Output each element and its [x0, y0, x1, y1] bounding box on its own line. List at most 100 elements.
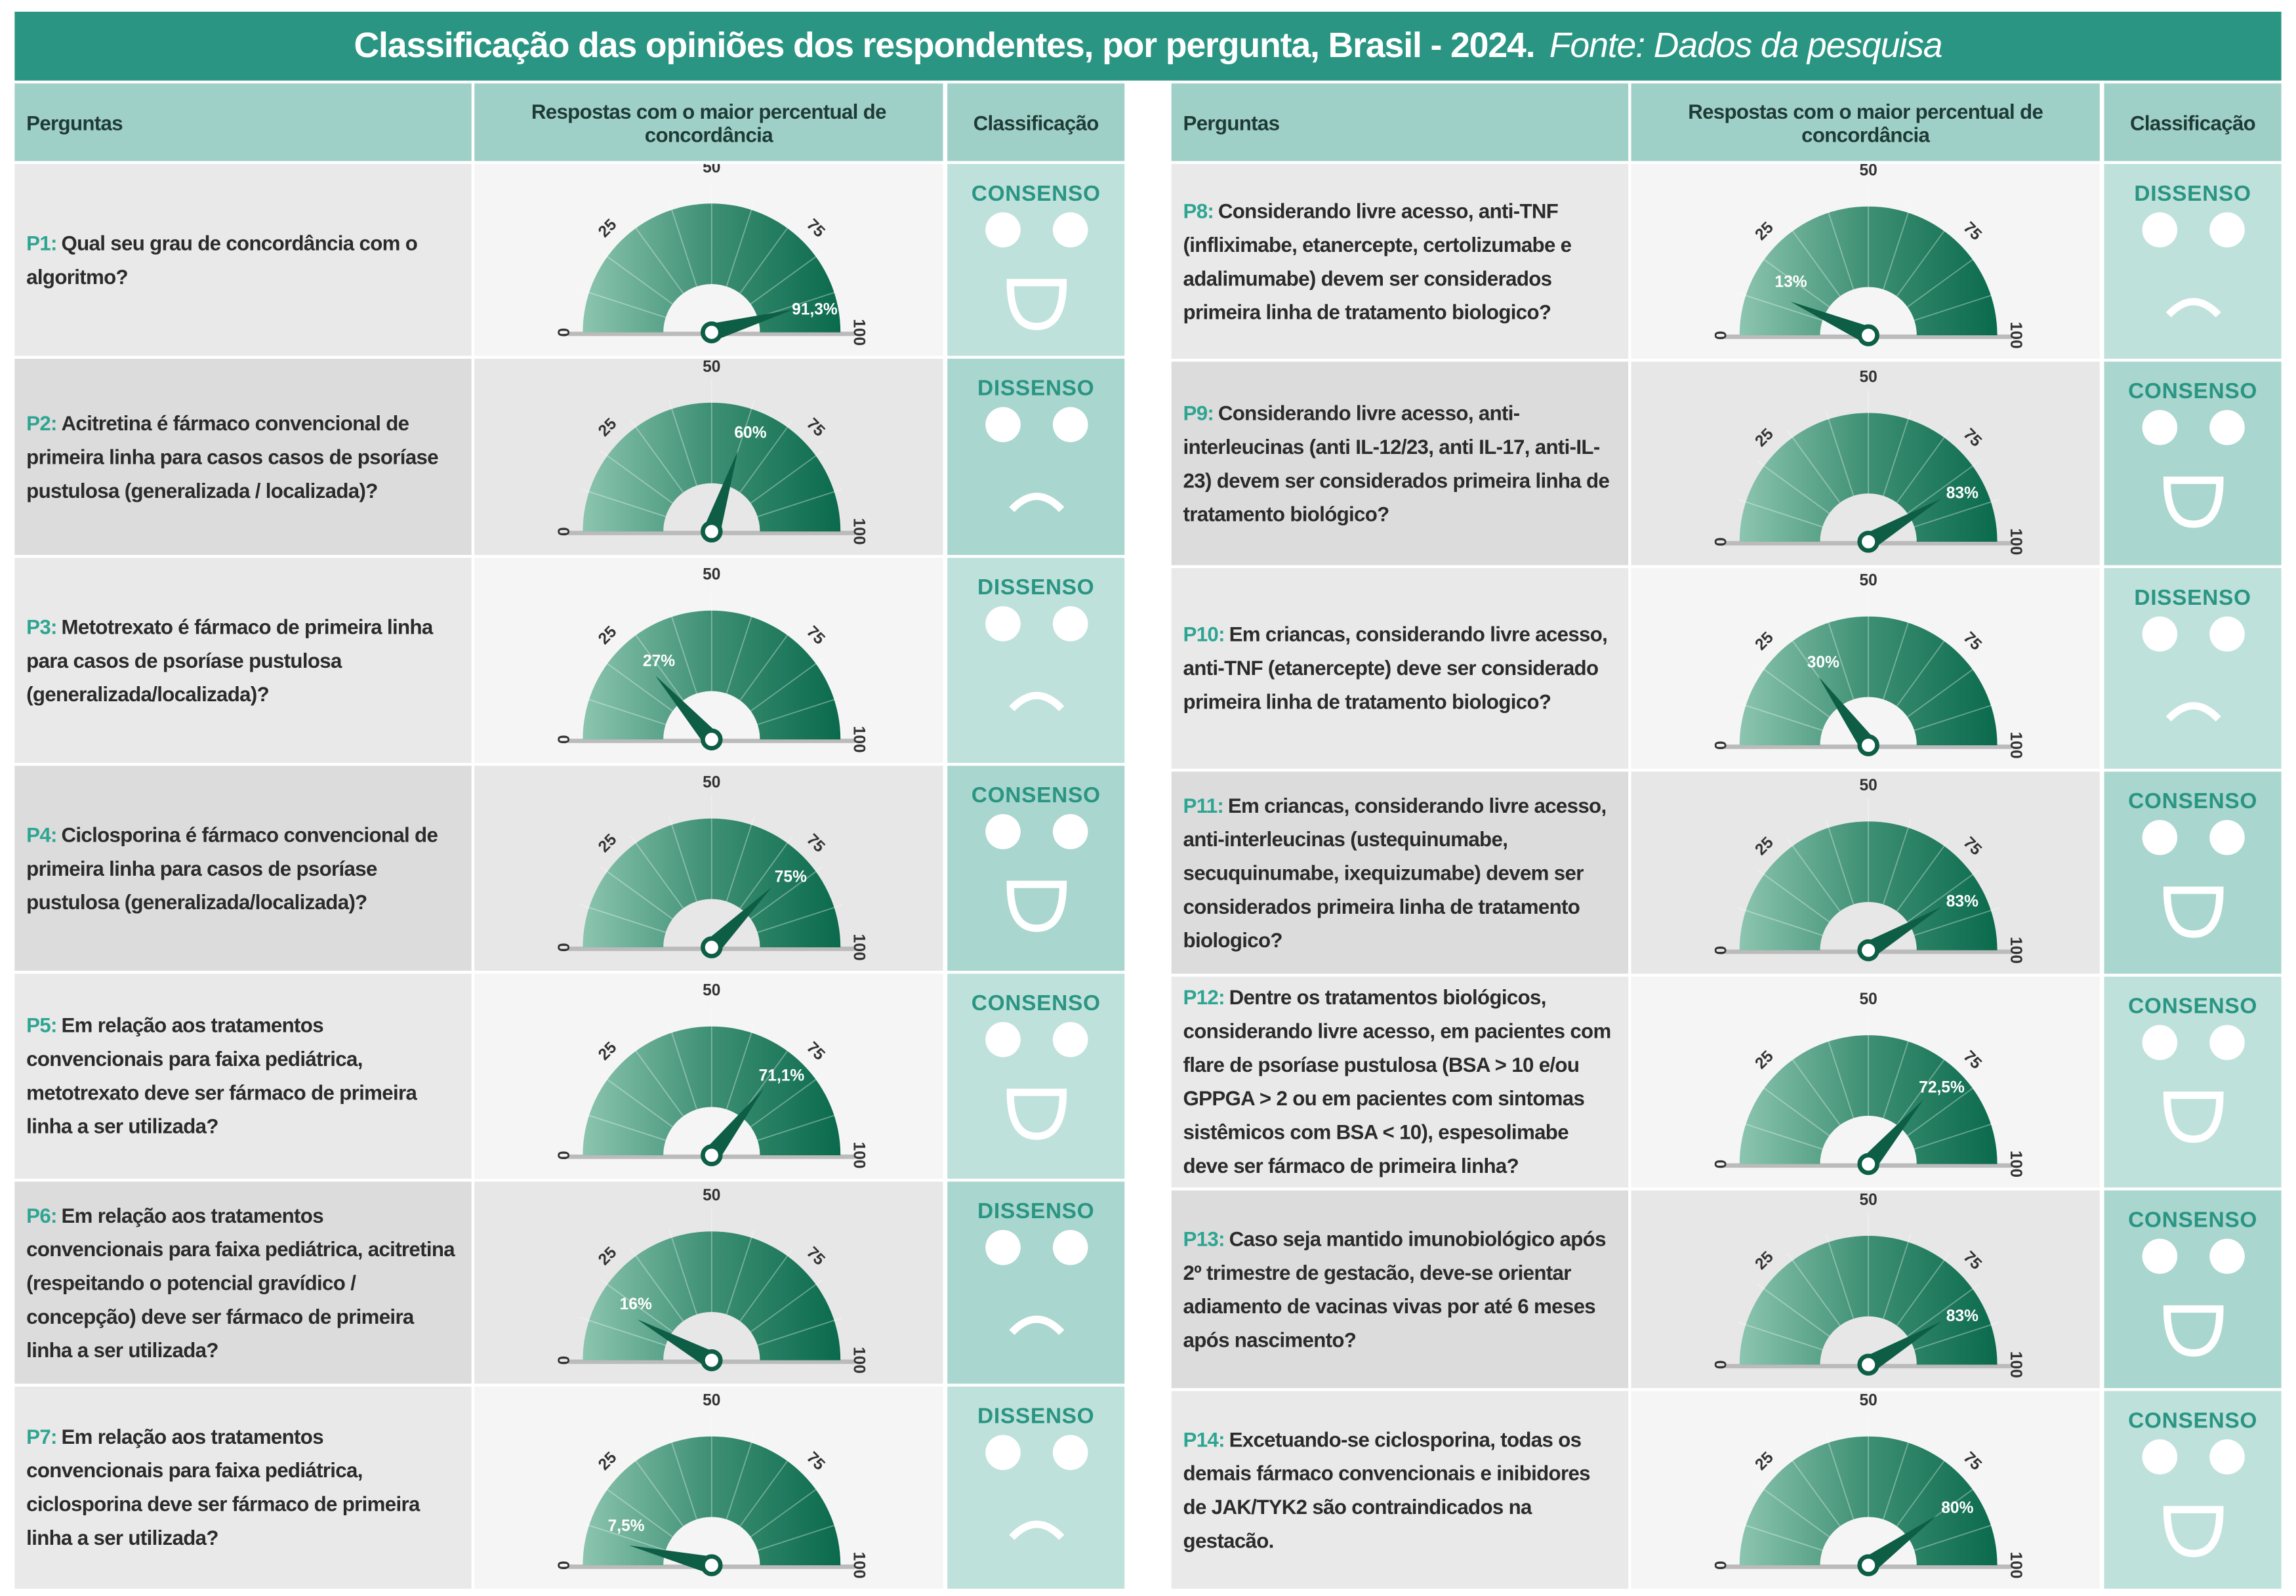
- gauge-chart: 0 25 50 75 100 13%: [1712, 164, 2024, 349]
- eye-icon: [2209, 212, 2244, 248]
- gauge-tick: [1756, 1082, 1830, 1136]
- classification-label: CONSENSO: [2128, 789, 2258, 815]
- smile-mouth: [1006, 880, 1066, 932]
- gauge-tick: [580, 488, 666, 518]
- gauge-tick: [1883, 614, 1912, 700]
- gauge-needle: [705, 887, 772, 954]
- gauge-needle: [1864, 1321, 1942, 1372]
- gauge-tick-label: 25: [595, 415, 620, 440]
- gauge-tick: [1825, 1233, 1855, 1319]
- gauge-tick-label: 0: [1712, 741, 1730, 750]
- question-id: P7:: [26, 1424, 57, 1448]
- gauge-tick: [750, 450, 824, 504]
- question-id: P1:: [26, 230, 57, 255]
- eye-icon: [2141, 616, 2177, 652]
- header-questions: Perguntas: [1171, 83, 1629, 161]
- gauge-tick-label: 75: [803, 216, 828, 241]
- gauge-tick: [750, 658, 824, 712]
- gauge-tick: [1825, 204, 1855, 290]
- smile-icon: [2141, 409, 2244, 528]
- gauge-tick: [726, 1434, 755, 1520]
- header-responses: Respostas com o maior percentual de conc…: [474, 83, 943, 161]
- classification-label: DISSENSO: [2134, 181, 2251, 207]
- gauge-tick-label: 75: [803, 1038, 828, 1063]
- gauge-tick: [1737, 292, 1823, 321]
- classification-cell: DISSENSO: [947, 358, 1125, 555]
- gauge-tick-label: 25: [1752, 425, 1776, 450]
- header-questions: Perguntas: [14, 83, 472, 161]
- gauge-arc: [583, 610, 841, 740]
- question-body: Em relação aos tratamentos convencionais…: [26, 1202, 455, 1361]
- gauge-tick-label: 25: [595, 623, 620, 647]
- gauge-pivot: [1857, 1554, 1879, 1576]
- gauge-tick-label: 0: [1712, 1360, 1730, 1369]
- question-id: P9:: [1183, 400, 1214, 424]
- gauge-tick-label: 50: [1860, 1191, 1877, 1209]
- gauge-needle: [1864, 907, 1942, 958]
- gauge-tick-label: 50: [1860, 1392, 1877, 1410]
- gauge-tick-label: 100: [2007, 1151, 2024, 1177]
- eye-icon: [2209, 1439, 2244, 1475]
- gauge-tick-label: 75: [1960, 1248, 1985, 1273]
- gauge-tick-label: 50: [1860, 991, 1877, 1008]
- gauge-pivot: [701, 936, 723, 958]
- question-cell: P8: Considerando livre acesso, anti-TNF (…: [1171, 163, 1629, 359]
- question-body: Caso seja mantido imunobiológico após 2º…: [1183, 1226, 1607, 1351]
- gauge-tick: [739, 1453, 793, 1527]
- classification-label: DISSENSO: [977, 1199, 1095, 1225]
- gauge-tick-label: 25: [1752, 1048, 1776, 1073]
- classification-label: CONSENSO: [971, 991, 1101, 1017]
- gauge-tick-label: 0: [556, 527, 573, 536]
- classification-label: CONSENSO: [971, 783, 1101, 809]
- gauge-tick-label: 100: [850, 518, 868, 545]
- question-cell: P1: Qual seu grau de concordância com o a…: [14, 163, 472, 356]
- gauge-pivot: [1857, 1353, 1879, 1376]
- gauge-tick: [1896, 1052, 1950, 1126]
- gauge-arc: [1739, 1235, 1998, 1365]
- gauge-tick: [1896, 1453, 1950, 1527]
- table-row: P3: Metotrexato é fármaco de primeira lin…: [14, 558, 1125, 763]
- gauge-tick: [1883, 1033, 1912, 1118]
- smile-icon: [2141, 819, 2244, 938]
- gauge-pivot: [701, 520, 723, 542]
- gauge-chart: 0 25 50 75 100 71,1%: [556, 982, 867, 1169]
- eye-icon: [985, 1229, 1020, 1265]
- smile-mouth: [1006, 279, 1066, 331]
- gauge-cell: 0 25 50 75 100 83%: [1631, 361, 2100, 565]
- gauge-tick-label: 25: [595, 216, 620, 241]
- gauge-needle: [1790, 301, 1872, 344]
- gauge-tick: [580, 696, 666, 726]
- question-text: P8: Considerando livre acesso, anti-TNF (…: [1183, 194, 1617, 329]
- gauge-tick: [757, 1112, 843, 1141]
- title: Classificação das opiniões dos responden…: [354, 26, 1535, 66]
- classification-label: CONSENSO: [2128, 994, 2258, 1019]
- classification-label: CONSENSO: [2128, 1408, 2258, 1434]
- gauge-tick: [750, 1484, 824, 1538]
- classification-cell: CONSENSO: [2104, 1391, 2282, 1589]
- gauge-arc: [583, 402, 841, 532]
- gauge-tick: [1825, 411, 1855, 497]
- eye-icon: [2141, 212, 2177, 248]
- gauge-tick: [1914, 499, 1999, 527]
- gauge-tick: [600, 866, 673, 920]
- gauge-needle: [628, 1545, 714, 1574]
- gauge-pivot: [701, 1554, 723, 1576]
- gauge-arc: [583, 1026, 841, 1156]
- gauge-value-label: 71,1%: [759, 1067, 805, 1084]
- gauge-tick-label: 75: [1960, 834, 1985, 859]
- question-text: P3: Metotrexato é fármaco de primeira lin…: [26, 610, 460, 711]
- gauge-value-label: 27%: [643, 653, 675, 670]
- gauge-cell: 0 25 50 75 100 13%: [1631, 163, 2100, 359]
- gauge-tick: [726, 608, 755, 694]
- table-row: P6: Em relação aos tratamentos convencion…: [14, 1181, 1125, 1384]
- question-body: Em criancas, considerando livre acesso, …: [1183, 622, 1608, 714]
- gauge-tick: [750, 866, 824, 920]
- gauge-tick: [600, 251, 673, 305]
- gauge-tick-label: 0: [1712, 331, 1730, 340]
- gauge-tick-label: 25: [595, 1038, 620, 1063]
- smile-icon: [2141, 1238, 2244, 1357]
- gauge-tick: [1737, 907, 1823, 936]
- gauge-tick-label: 100: [850, 934, 868, 961]
- question-id: P14:: [1183, 1427, 1225, 1450]
